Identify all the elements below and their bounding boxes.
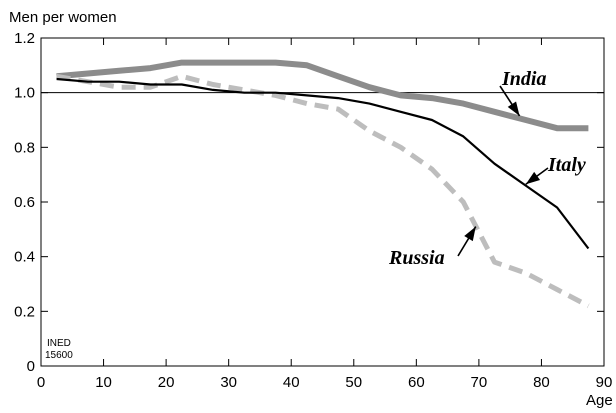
y-axis-label: Men per women bbox=[9, 9, 117, 26]
x-tick-label: 30 bbox=[220, 374, 237, 391]
annotation-arrows bbox=[457, 85, 549, 257]
arrow-head-russia bbox=[464, 226, 476, 242]
series-group bbox=[56, 59, 590, 309]
arrow-head-italy bbox=[525, 171, 541, 185]
series-label-russia: Russia bbox=[388, 247, 445, 269]
arrow-head-india bbox=[507, 101, 520, 116]
x-tick-label: 80 bbox=[533, 374, 550, 391]
x-tick-label: 50 bbox=[345, 374, 362, 391]
x-tick-label: 40 bbox=[283, 374, 300, 391]
y-tick-label: 0.4 bbox=[14, 249, 35, 266]
x-tick-label: 70 bbox=[471, 374, 488, 391]
x-tick-label: 0 bbox=[37, 374, 45, 391]
series-line-italy bbox=[56, 77, 590, 250]
series-line-russia bbox=[56, 73, 590, 309]
series-line-india bbox=[56, 59, 589, 132]
x-axis: 0 10 20 30 40 50 60 70 80 90 bbox=[37, 38, 613, 391]
series-label-italy: Italy bbox=[547, 154, 586, 176]
y-axis: 0 0.2 0.4 0.6 0.8 1.0 1.2 bbox=[14, 30, 604, 375]
series-label-india: India bbox=[501, 68, 546, 90]
y-tick-label: 1.2 bbox=[14, 30, 35, 47]
y-tick-label: 0.2 bbox=[14, 303, 35, 320]
y-tick-label: 0.8 bbox=[14, 139, 35, 156]
ined-label: INED bbox=[47, 338, 71, 349]
x-tick-label: 10 bbox=[95, 374, 112, 391]
ined-code: 15600 bbox=[45, 350, 73, 361]
x-tick-label: 20 bbox=[158, 374, 175, 391]
x-tick-label: 60 bbox=[408, 374, 425, 391]
y-tick-label: 1.0 bbox=[14, 85, 35, 102]
y-tick-label: 0.6 bbox=[14, 194, 35, 211]
y-tick-label: 0 bbox=[27, 358, 35, 375]
x-axis-label: Age bbox=[586, 392, 613, 409]
x-tick-label: 90 bbox=[596, 374, 613, 391]
